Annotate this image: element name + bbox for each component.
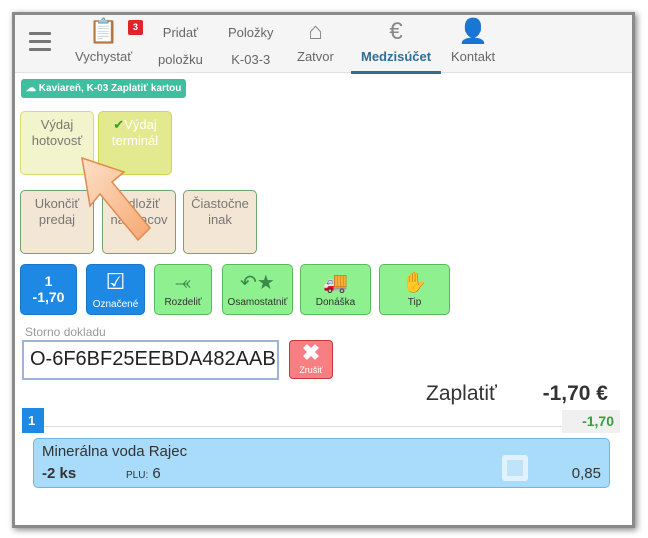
- add-user-icon: 👤: [458, 18, 488, 45]
- vydaj-hotovost-button[interactable]: Výdaj hotovosť: [20, 111, 94, 175]
- divider: [44, 426, 617, 427]
- top-nav: 📋 Vychystať 3 Pridať položku Položky K-03-3…: [15, 15, 632, 74]
- clipboard-check-icon: 📋: [88, 18, 119, 45]
- notification-badge: 3: [128, 20, 143, 35]
- oznacene-button[interactable]: ☑ Označené: [86, 264, 145, 315]
- total-label: Zaplatiť: [426, 382, 497, 405]
- rozdelit-button[interactable]: ⤛ Rozdeliť: [154, 264, 212, 315]
- table-tag: ☁ Kaviareň, K-03 Zaplatiť kartou: [21, 79, 187, 98]
- vydaj-terminal-button[interactable]: ✔Výdaj terminál: [98, 111, 172, 175]
- tip-hand-icon: ✋: [402, 272, 427, 294]
- count-amount-button[interactable]: 1 -1,70: [20, 264, 77, 315]
- storno-label: Storno dokladu: [25, 325, 106, 339]
- truck-icon: 🚚: [323, 272, 348, 294]
- menu-icon[interactable]: [29, 32, 51, 56]
- item-price: 0,85: [571, 465, 601, 482]
- storno-input[interactable]: O-6F6BF25EEBDA482AAB: [22, 340, 279, 380]
- person-star-icon: ↶★: [240, 272, 275, 294]
- donaska-button[interactable]: 🚚 Donáška: [300, 264, 371, 315]
- total-amount: -1,70 €: [542, 382, 608, 405]
- ukoncit-predaj-button[interactable]: Ukončiť predaj: [20, 190, 94, 254]
- cursor-arrow-icon: [81, 156, 152, 242]
- ciastocne-inak-button[interactable]: Čiastočne inak: [183, 190, 257, 254]
- group-number[interactable]: 1: [22, 408, 44, 433]
- nav-medzisucet[interactable]: € Medzisúčet: [350, 18, 442, 74]
- osamostatnit-button[interactable]: ↶★ Osamostatniť: [222, 264, 293, 315]
- item-qty: -2 ks: [42, 465, 77, 482]
- check-icon: ✔: [113, 117, 125, 132]
- group-sum: -1,70: [562, 410, 620, 433]
- pos-window: 📋 Vychystať 3 Pridať položku Položky K-03-3…: [12, 12, 635, 528]
- item-name: Minerálna voda Rajec: [42, 443, 188, 460]
- tip-button[interactable]: ✋ Tip: [379, 264, 450, 315]
- nav-polozky[interactable]: Položky K-03-3: [228, 25, 274, 67]
- checkbox-icon: ☑: [105, 269, 126, 294]
- nav-zatvor[interactable]: ⌂ Zatvor: [297, 18, 334, 65]
- plu-value: 6: [152, 465, 161, 482]
- split-icon: ⤛: [175, 272, 191, 294]
- item-checkbox[interactable]: [502, 455, 528, 481]
- close-icon: ✖: [301, 340, 321, 365]
- home-icon: ⌂: [308, 18, 323, 45]
- nav-vychystat[interactable]: 📋 Vychystať: [75, 18, 133, 65]
- list-item[interactable]: Minerálna voda Rajec -2 ks PLU: 6 0,85: [33, 438, 610, 488]
- zrusit-button[interactable]: ✖ Zrušiť: [289, 340, 333, 379]
- nav-pridat-polozku[interactable]: Pridať položku: [158, 25, 203, 67]
- nav-kontakt[interactable]: 👤 Kontakt: [451, 18, 496, 65]
- plu-label: PLU:: [126, 470, 149, 481]
- euro-icon: €: [389, 18, 403, 45]
